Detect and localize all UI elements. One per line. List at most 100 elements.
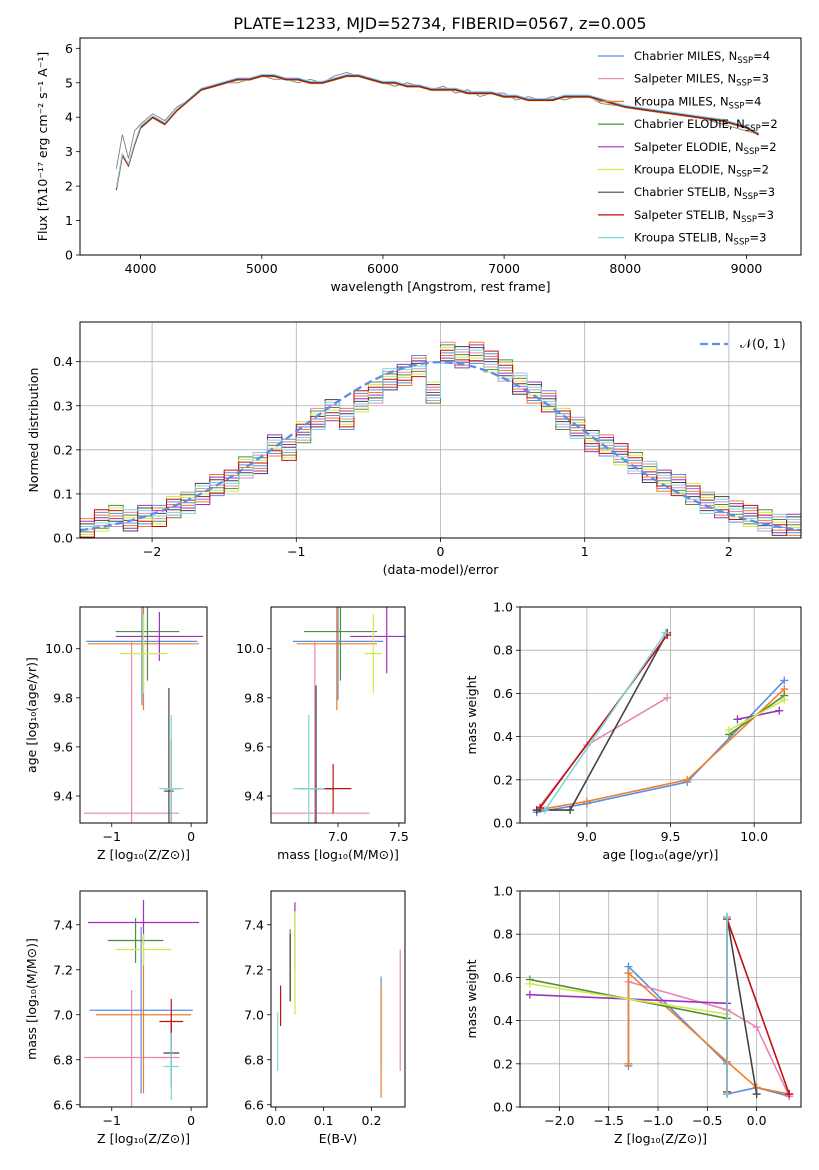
y-tick-label: 4 xyxy=(65,110,73,125)
axes-frame xyxy=(270,890,406,1108)
y-tick-label: 1.0 xyxy=(493,884,513,899)
weight-point-marker xyxy=(723,912,732,921)
weight-point-marker xyxy=(582,797,591,806)
x-tick-label: 0 xyxy=(187,829,195,844)
x-axis-label: wavelength [Angstrom, rest frame] xyxy=(330,279,550,294)
panel-spectrum: 4000 5000 6000 7000 8000 9000 0 1 2 3 4 5 6 wavelengt… xyxy=(35,37,802,294)
legend-label: 𝒩(0, 1) xyxy=(740,336,786,351)
y-tick-label: 0 xyxy=(65,248,73,263)
x-tick-label: 4000 xyxy=(125,261,157,276)
x-tick-label: 10.0 xyxy=(740,829,768,844)
y-axis-label: age [log₁₀(age/yr)] xyxy=(24,657,39,773)
weight-line xyxy=(728,699,785,731)
weight-point-marker xyxy=(785,1090,794,1099)
plot-area xyxy=(115,71,759,191)
panel-age-vs-mass: 7.0 7.5 9.4 9.6 9.8 10.0 mass [log₁₀(M/M⊙)] xyxy=(236,606,409,862)
model-spectrum-line xyxy=(115,75,759,191)
weight-point-marker xyxy=(775,706,784,715)
y-tick-label: 0.1 xyxy=(53,486,73,501)
x-axis-label: Z [log₁₀(Z/Z⊙)] xyxy=(97,847,190,862)
panel-age-vs-Z: −1 0 9.4 9.6 9.8 10.0 Z [log₁₀(Z/Z⊙)] age [log₁… xyxy=(24,606,208,862)
axes-frame xyxy=(270,606,406,824)
y-tick-label: 0.0 xyxy=(493,816,513,831)
x-axis-label: E(B-V) xyxy=(319,1131,358,1146)
legend: Chabrier MILES, NSSP=4 Salpeter MILES, NS… xyxy=(598,49,778,248)
plot-area xyxy=(271,607,405,823)
weight-line xyxy=(539,634,668,809)
weight-point-marker xyxy=(525,979,534,988)
weight-point-marker xyxy=(683,775,692,784)
plot-area xyxy=(83,900,200,1107)
x-tick-label: 0.0 xyxy=(747,1113,767,1128)
y-tick-label: 6.8 xyxy=(53,1052,73,1067)
x-tick-label: 9.0 xyxy=(577,829,597,844)
figure-title: PLATE=1233, MJD=52734, FIBERID=0567, z=0… xyxy=(233,14,646,33)
axes-frame xyxy=(79,606,208,824)
y-tick-label: 10.0 xyxy=(236,641,264,656)
y-tick-label: 0.3 xyxy=(53,398,73,413)
weight-point-marker xyxy=(661,628,670,637)
panel-mass-vs-Z: −1 0 6.6 6.8 7.0 7.2 7.4 Z [log₁₀(Z/Z⊙)] mass [l… xyxy=(24,890,208,1146)
model-spectrum-line xyxy=(115,74,759,189)
weight-point-marker xyxy=(566,806,575,815)
x-tick-label: 7000 xyxy=(488,261,520,276)
y-tick-label: 9.6 xyxy=(53,739,73,754)
y-tick-label: 5 xyxy=(65,75,73,90)
weight-point-marker xyxy=(536,803,545,812)
x-axis-label: Z [log₁₀(Z/Z⊙)] xyxy=(614,1131,707,1146)
panel-mass-vs-EBV: 0.0 0.1 0.2 6.6 6.8 7.0 7.2 7.4 E(B-V) xyxy=(244,890,406,1146)
axes-background xyxy=(271,891,405,1107)
y-tick-label: 6.6 xyxy=(53,1097,73,1112)
panel-residual-distribution: −2 −1 0 1 2 0.0 0.1 0.2 0.3 0.4 (data-model)/error… xyxy=(26,321,802,577)
legend-label: Kroupa ELODIE, NSSP=2 xyxy=(634,163,769,180)
legend-label: Salpeter MILES, NSSP=3 xyxy=(634,72,769,89)
legend-label: Kroupa MILES, NSSP=4 xyxy=(634,94,761,111)
weight-line xyxy=(536,688,785,811)
legend-label: Chabrier MILES, NSSP=4 xyxy=(634,49,770,66)
y-tick-label: 0.6 xyxy=(493,970,513,985)
x-tick-label: 0.1 xyxy=(314,1113,334,1128)
model-spectrum-line xyxy=(115,74,759,189)
weight-point-marker xyxy=(725,726,734,735)
y-tick-label: 2 xyxy=(65,179,73,194)
axes-background xyxy=(80,38,801,255)
legend-label: Chabrier STELIB, NSSP=3 xyxy=(634,185,775,202)
x-axis-label: mass [log₁₀(M/M⊙)] xyxy=(277,847,399,862)
axes-frame xyxy=(79,890,208,1108)
y-axis-label: mass [log₁₀(M/M⊙)] xyxy=(24,938,39,1060)
panel-mass-weight-vs-age: 9.0 9.5 10.0 0.0 0.2 0.4 0.6 0.8 1.0 age [log₁₀(a… xyxy=(464,600,802,862)
y-tick-label: 6.6 xyxy=(244,1097,264,1112)
y-tick-label: 1 xyxy=(65,213,73,228)
x-tick-label: −1 xyxy=(103,1113,121,1128)
weight-point-marker xyxy=(780,676,789,685)
axes-frame xyxy=(519,890,802,1108)
x-tick-label: −1 xyxy=(103,829,121,844)
x-tick-label: 7.5 xyxy=(389,829,409,844)
weight-line xyxy=(628,980,790,1097)
y-axis-label: mass weight xyxy=(464,959,479,1038)
panels: 4000 5000 6000 7000 8000 9000 0 1 2 3 4 5 6 wavelengt… xyxy=(24,37,802,1146)
y-tick-label: 0.8 xyxy=(493,643,513,658)
y-tick-label: 0.4 xyxy=(493,729,513,744)
x-tick-label: 0 xyxy=(437,544,445,559)
weight-line xyxy=(536,679,785,813)
weight-line xyxy=(529,983,728,1015)
y-tick-label: 9.8 xyxy=(244,690,264,705)
x-tick-label: −1.0 xyxy=(643,1113,673,1128)
legend-label: Chabrier ELODIE, NSSP=2 xyxy=(634,117,778,134)
x-tick-label: 0.0 xyxy=(266,1113,286,1128)
y-tick-label: 0.2 xyxy=(53,442,73,457)
legend-label: Salpeter ELODIE, NSSP=2 xyxy=(634,140,777,157)
x-tick-label: 1 xyxy=(581,544,589,559)
panel-mass-weight-vs-Z: −2.0 −1.5 −1.0 −0.5 0.0 0.0 0.2 0.4 0.6 0.8 1.0 Z [… xyxy=(464,884,802,1146)
y-tick-label: 6.8 xyxy=(244,1052,264,1067)
x-tick-label: −1.5 xyxy=(594,1113,624,1128)
y-tick-label: 0.4 xyxy=(53,354,73,369)
weight-point-marker xyxy=(780,695,789,704)
axes-frame xyxy=(519,606,802,824)
weight-point-marker xyxy=(733,715,742,724)
y-tick-label: 0.8 xyxy=(493,927,513,942)
x-tick-label: 0.2 xyxy=(362,1113,382,1128)
x-tick-label: 6000 xyxy=(367,261,399,276)
